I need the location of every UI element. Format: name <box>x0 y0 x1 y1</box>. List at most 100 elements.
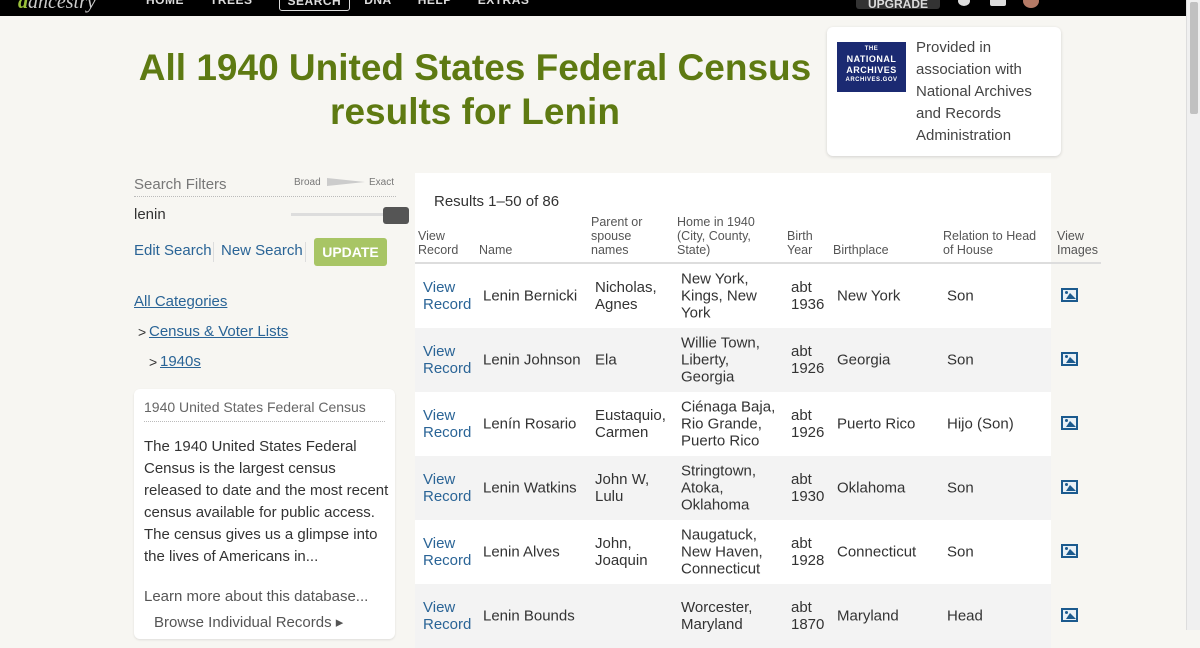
view-record-link[interactable]: View Record <box>423 599 472 633</box>
results-count: Results 1–50 of 86 <box>434 193 560 210</box>
home-1940: Willie Town, Liberty, Georgia <box>681 334 760 386</box>
header-view-images: View Images <box>1057 229 1098 257</box>
birthplace: Puerto Rico <box>837 415 916 433</box>
breadcrumb-arrow: > <box>138 324 147 340</box>
birth-year: abt 1870 <box>791 599 825 633</box>
nara-association-card: THE NATIONAL ARCHIVES ARCHIVES.GOV Provi… <box>827 27 1061 156</box>
birthplace: Maryland <box>837 607 899 625</box>
view-record-link[interactable]: View Record <box>423 471 472 505</box>
nav-home[interactable]: HOME <box>146 0 184 7</box>
scrollbar-thumb[interactable] <box>1190 2 1198 114</box>
edit-search-link[interactable]: Edit Search <box>134 242 212 259</box>
view-image-icon[interactable] <box>1061 480 1078 494</box>
table-row: View Record Lenin Alves John, Joaquin Nauga… <box>415 520 1078 584</box>
logo-line: NATIONAL <box>846 54 897 64</box>
birthplace: Oklahoma <box>837 479 906 497</box>
relation-to-head: Head <box>947 607 983 625</box>
chat-icon[interactable] <box>958 0 970 6</box>
table-row: View Record Lenin Watkins John W, Lulu Stri… <box>415 456 1078 520</box>
census-voter-lists-link[interactable]: Census & Voter Lists <box>149 323 289 340</box>
view-image-icon[interactable] <box>1061 352 1078 366</box>
scrollbar[interactable] <box>1186 0 1200 630</box>
nav-extras[interactable]: EXTRAS <box>477 0 530 7</box>
exactness-wedge-icon <box>327 178 365 186</box>
divider <box>134 196 396 197</box>
update-button[interactable]: UPDATE <box>314 238 387 266</box>
view-image-icon[interactable] <box>1061 608 1078 622</box>
results-panel <box>415 173 1051 643</box>
logo-line: ARCHIVES.GOV <box>845 77 898 83</box>
database-title: 1940 United States Federal Census <box>144 399 366 415</box>
birth-year: abt 1930 <box>791 471 825 505</box>
record-name: Lenín Rosario <box>483 415 577 433</box>
new-search-link[interactable]: New Search <box>221 242 303 259</box>
home-1940: Ciénaga Baja, Rio Grande, Puerto Rico <box>681 398 776 450</box>
home-1940: New York, Kings, New York <box>681 270 757 322</box>
view-record-link[interactable]: View Record <box>423 535 472 569</box>
home-1940: Naugatuck, New Haven, Connecticut <box>681 526 763 578</box>
exactness-slider[interactable] <box>291 213 391 216</box>
view-record-link[interactable]: View Record <box>423 343 472 377</box>
nav-search[interactable]: SEARCH <box>278 0 351 11</box>
divider <box>305 242 306 262</box>
avatar[interactable] <box>1023 0 1039 8</box>
record-name: Lenin Watkins <box>483 479 577 497</box>
header-view-record: View Record <box>418 229 459 257</box>
view-image-icon[interactable] <box>1061 288 1078 302</box>
relation-to-head: Son <box>947 543 974 561</box>
nav-trees[interactable]: TREES <box>210 0 253 7</box>
top-nav-bar: aancestry HOME TREES SEARCH DNA HELP EXT… <box>0 0 1186 16</box>
parent-spouse-names: John W, Lulu <box>595 471 650 505</box>
header-parents: Parent or spouse names <box>591 215 643 257</box>
view-image-icon[interactable] <box>1061 416 1078 430</box>
home-1940: Worcester, Maryland <box>681 599 753 633</box>
messages-icon[interactable] <box>990 0 1006 6</box>
view-record-link[interactable]: View Record <box>423 279 472 313</box>
header-name[interactable]: Name <box>479 243 513 257</box>
header-divider <box>415 262 1101 264</box>
parent-spouse-names: Nicholas, Agnes <box>595 279 657 313</box>
table-row: View Record Lenin Johnson Ela Willie Town, … <box>415 328 1078 392</box>
ancestry-logo[interactable]: aancestry <box>18 0 96 14</box>
upgrade-button[interactable]: UPGRADE <box>856 0 940 11</box>
parent-spouse-names: Eustaquio, Carmen <box>595 407 666 441</box>
record-name: Lenin Alves <box>483 543 560 561</box>
1940s-link[interactable]: 1940s <box>160 353 201 370</box>
divider <box>213 242 214 262</box>
broad-label: Broad <box>294 177 321 188</box>
page-title: All 1940 United States Federal Census re… <box>138 47 812 132</box>
database-info-card: 1940 United States Federal Census The 19… <box>134 389 395 639</box>
relation-to-head: Son <box>947 351 974 369</box>
birthplace: New York <box>837 287 901 305</box>
birthplace: Connecticut <box>837 543 917 561</box>
parent-spouse-names: John, Joaquin <box>595 535 648 569</box>
database-description: The 1940 United States Federal Census is… <box>144 438 389 565</box>
logo-text: ancestry <box>28 0 96 13</box>
record-name: Lenin Johnson <box>483 351 581 369</box>
home-1940: Stringtown, Atoka, Oklahoma <box>681 462 757 514</box>
divider <box>144 421 385 422</box>
view-record-link[interactable]: View Record <box>423 407 472 441</box>
exactness-slider-handle[interactable] <box>383 207 409 224</box>
logo-line: ARCHIVES <box>846 65 897 75</box>
birth-year: abt 1928 <box>791 535 825 569</box>
browse-records-link[interactable]: Browse Individual Records ▸ <box>154 614 344 631</box>
parent-spouse-names: Ela <box>595 351 617 369</box>
record-name: Lenin Bernicki <box>483 287 578 305</box>
search-term: lenin <box>134 206 166 223</box>
header-relation: Relation to Head of House <box>943 229 1037 257</box>
relation-to-head: Son <box>947 287 974 305</box>
nav-help[interactable]: HELP <box>417 0 452 7</box>
learn-more-link[interactable]: Learn more about this database... <box>144 588 369 605</box>
main-nav: HOME TREES SEARCH DNA HELP EXTRAS <box>146 0 555 11</box>
birth-year: abt 1936 <box>791 279 825 313</box>
national-archives-logo: THE NATIONAL ARCHIVES ARCHIVES.GOV <box>837 42 906 92</box>
nav-dna[interactable]: DNA <box>364 0 392 7</box>
all-categories-link[interactable]: All Categories <box>134 293 228 310</box>
breadcrumb-arrow: > <box>149 354 158 370</box>
header-birth-year[interactable]: Birth Year <box>787 229 813 257</box>
nara-text: Provided in association with National Ar… <box>916 39 1032 144</box>
record-name: Lenin Bounds <box>483 607 575 625</box>
relation-to-head: Son <box>947 479 974 497</box>
view-image-icon[interactable] <box>1061 544 1078 558</box>
